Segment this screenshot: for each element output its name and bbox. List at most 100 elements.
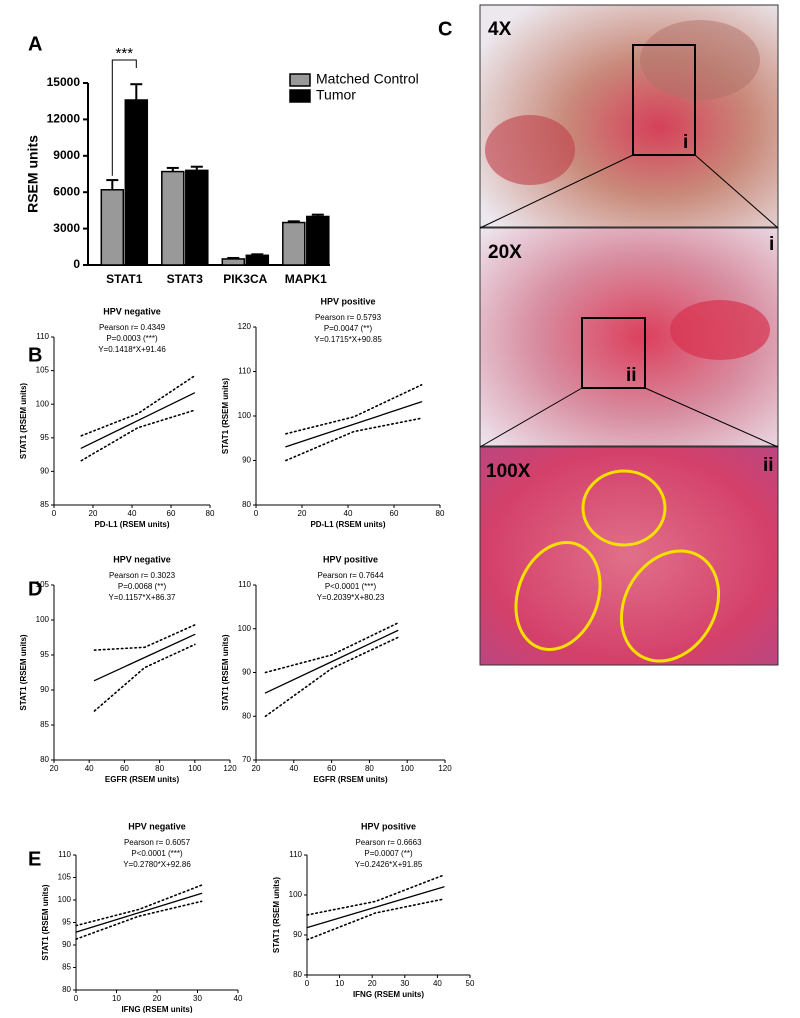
y-tick-label: 80 [242, 711, 251, 720]
x-axis-label: IFNG (RSEM units) [353, 990, 424, 999]
x-tick-label: 20 [50, 764, 59, 773]
y-tick-label: 9000 [53, 148, 80, 162]
bar [124, 99, 149, 266]
statistics: P=0.0007 (**) [364, 849, 413, 858]
x-tick-label: 120 [438, 764, 452, 773]
x-tick-label: 120 [223, 764, 237, 773]
y-tick-label: 90 [62, 940, 71, 949]
x-tick-label: 60 [390, 509, 399, 518]
confidence-band [306, 898, 445, 941]
panel-c: 4X i 20X i ii 100X ii [479, 4, 779, 666]
x-tick-label: 0 [254, 509, 259, 518]
zoom-line [644, 387, 779, 448]
x-tick-label: 60 [120, 764, 129, 773]
confidence-band [75, 884, 203, 927]
confidence-band [306, 874, 445, 916]
chart-title: HPV positive [361, 821, 416, 831]
x-tick-label: STAT1 [106, 272, 143, 286]
y-axis-label: STAT1 (RSEM units) [19, 383, 28, 459]
statistics: Pearson r= 0.5793 [315, 313, 382, 322]
inset-box [632, 44, 696, 156]
y-tick-label: 70 [242, 755, 251, 764]
x-tick-label: 0 [305, 979, 310, 988]
magnification: 100X [486, 461, 531, 482]
regression-line [306, 886, 445, 929]
bar [185, 169, 209, 266]
x-tick-label: 40 [433, 979, 442, 988]
y-tick-label: 80 [242, 500, 251, 509]
confidence-band [264, 622, 399, 674]
panel-label: B [28, 344, 42, 366]
y-tick-label: 95 [62, 918, 71, 927]
y-tick-label: 100 [238, 411, 252, 420]
x-tick-label: 50 [466, 979, 475, 988]
regression-line [264, 629, 399, 694]
inset-label: i [683, 132, 688, 153]
zoom-line [479, 387, 583, 448]
highlight [619, 549, 721, 663]
bar [306, 215, 330, 266]
bar [221, 258, 246, 266]
y-tick-label: 85 [40, 720, 49, 729]
micrograph-label: i [769, 234, 774, 255]
y-axis-label: STAT1 (RSEM units) [19, 634, 28, 710]
statistics: Y=0.1715*X+90.85 [314, 335, 382, 344]
panel-label: D [28, 578, 42, 600]
y-tick-label: 95 [40, 650, 49, 659]
x-tick-label: 40 [234, 994, 243, 1003]
statistics: Y=0.1418*X+91.46 [98, 345, 166, 354]
statistics: Y=0.2039*X+80.23 [317, 593, 385, 602]
x-tick-label: 80 [365, 764, 374, 773]
x-tick-label: 30 [400, 979, 409, 988]
statistics: P<0.0001 (***) [325, 582, 377, 591]
y-axis-label: STAT1 (RSEM units) [41, 884, 50, 960]
y-tick-label: 105 [58, 873, 72, 882]
significance-bracket [111, 59, 137, 176]
y-tick-label: 6000 [53, 184, 80, 198]
statistics: Pearson r= 0.7644 [317, 571, 384, 580]
y-tick-label: 105 [36, 580, 50, 589]
bar [282, 221, 306, 266]
y-tick-label: 12000 [47, 112, 81, 126]
chart-title: HPV negative [128, 821, 186, 831]
micrograph [479, 446, 779, 666]
micrograph-label: ii [763, 455, 774, 476]
x-tick-label: 40 [128, 509, 137, 518]
y-axis-label: STAT1 (RSEM units) [221, 634, 230, 710]
x-tick-label: 40 [289, 764, 298, 773]
y-tick-label: 90 [40, 467, 49, 476]
magnification: 4X [488, 19, 512, 40]
chart-title: HPV negative [103, 306, 161, 316]
y-tick-label: 3000 [53, 221, 80, 235]
statistics: Pearson r= 0.3023 [109, 571, 176, 580]
confidence-band [285, 384, 423, 435]
x-tick-label: 40 [85, 764, 94, 773]
y-tick-label: 100 [238, 624, 252, 633]
statistics: P=0.0068 (**) [118, 582, 167, 591]
legend-swatch [289, 89, 311, 103]
statistics: P<0.0001 (***) [131, 849, 183, 858]
y-tick-label: 110 [289, 850, 302, 859]
panel-label: E [28, 848, 41, 870]
zoom-line [694, 154, 779, 229]
zoom-line [479, 154, 634, 229]
regression-line [75, 892, 203, 933]
significance: *** [116, 45, 134, 62]
x-tick-label: 80 [206, 509, 215, 518]
x-tick-label: 60 [327, 764, 336, 773]
x-axis-label: PD-L1 (RSEM units) [310, 520, 385, 529]
x-tick-label: 40 [344, 509, 353, 518]
y-tick-label: 110 [36, 332, 49, 341]
legend-label: Matched Control [316, 71, 419, 87]
x-tick-label: 20 [252, 764, 261, 773]
x-tick-label: 20 [89, 509, 98, 518]
y-tick-label: 15000 [47, 75, 81, 89]
statistics: Y=0.2780*X+92.86 [123, 860, 191, 869]
magnification: 20X [488, 242, 522, 263]
y-tick-label: 100 [58, 895, 72, 904]
y-tick-label: 85 [40, 500, 49, 509]
confidence-band [80, 409, 196, 462]
x-tick-label: 30 [193, 994, 202, 1003]
x-tick-label: 20 [368, 979, 377, 988]
